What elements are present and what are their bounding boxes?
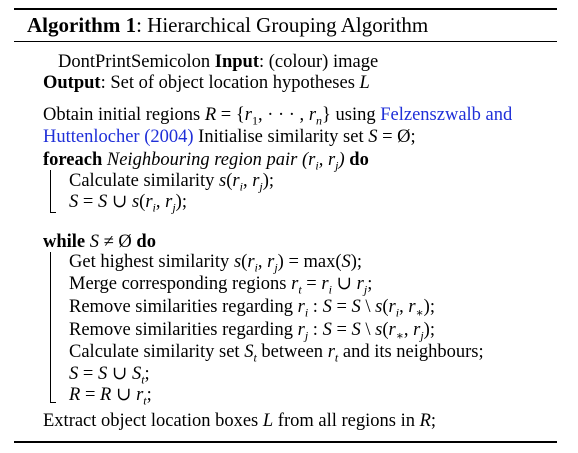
algorithm-name: : Hierarchical Grouping Algorithm xyxy=(136,13,429,37)
using-text: using xyxy=(335,105,376,125)
output-keyword: Output xyxy=(43,73,101,93)
calc-sim-line: Calculate similarity s(ri, rj); xyxy=(69,171,275,194)
s-union-st-line: S = S ∪ St; xyxy=(69,364,150,387)
dont-print-text: DontPrintSemicolon xyxy=(58,52,211,72)
input-line: DontPrintSemicolon Input: (colour) image xyxy=(58,51,378,73)
init-line: Huttenlocher (2004) Initialise similarit… xyxy=(43,127,416,147)
calc-set-line: Calculate similarity set St between rt a… xyxy=(69,342,484,365)
while-line: while S ≠ Ø do xyxy=(43,232,156,252)
foreach-block-foot xyxy=(50,212,56,213)
algorithm-title: Algorithm 1: Hierarchical Grouping Algor… xyxy=(27,14,428,36)
merge-text: Merge corresponding regions xyxy=(69,274,287,294)
obtain-line: Obtain initial regions R = {r1, · · · , … xyxy=(43,105,513,128)
algorithm-label: Algorithm 1 xyxy=(27,13,137,37)
output-text: : Set of object location hypotheses xyxy=(100,73,355,93)
init-text: Initialise similarity set xyxy=(198,127,364,147)
from-all-text: from all regions in xyxy=(277,411,415,431)
top-rule xyxy=(14,8,557,10)
get-highest-line: Get highest similarity s(ri, rj) = max(S… xyxy=(69,252,363,275)
foreach-block-bar xyxy=(50,170,51,212)
neighbours-text: and its neighbours; xyxy=(342,342,484,362)
between-text: between xyxy=(261,342,324,362)
remove-j-text: Remove similarities regarding xyxy=(69,320,293,340)
s-union-line: S = S ∪ s(ri, rj); xyxy=(69,192,187,215)
calc-set-text: Calculate similarity set xyxy=(69,342,240,362)
input-keyword: Input xyxy=(214,52,259,72)
remove-j-line: Remove similarities regarding rj : S = S… xyxy=(69,320,435,343)
extract-text: Extract object location boxes xyxy=(43,411,259,431)
get-highest-text: Get highest similarity xyxy=(69,252,230,272)
bottom-rule xyxy=(14,441,557,443)
title-rule xyxy=(14,41,557,42)
input-text: : (colour) image xyxy=(258,52,379,72)
while-keyword: while xyxy=(43,232,86,252)
while-do-keyword: do xyxy=(136,232,156,252)
obtain-text: Obtain initial regions xyxy=(43,105,201,125)
citation-link-part1[interactable]: Felzenszwalb and xyxy=(380,105,513,125)
calc-sim-text: Calculate similarity xyxy=(69,171,215,191)
citation-link-part2[interactable]: Huttenlocher (2004) xyxy=(43,127,194,147)
extract-line: Extract object location boxes L from all… xyxy=(43,411,437,431)
output-line: Output: Set of object location hypothese… xyxy=(43,73,370,93)
foreach-text: Neighbouring region pair xyxy=(106,150,298,170)
remove-i-text: Remove similarities regarding xyxy=(69,297,293,317)
merge-line: Merge corresponding regions rt = ri ∪ rj… xyxy=(69,274,373,297)
while-block-bar xyxy=(50,252,51,402)
foreach-line: foreach Neighbouring region pair (ri, rj… xyxy=(43,150,369,173)
foreach-do-keyword: do xyxy=(349,150,369,170)
remove-i-line: Remove similarities regarding ri : S = S… xyxy=(69,297,435,320)
foreach-keyword: foreach xyxy=(43,150,103,170)
while-block-foot xyxy=(50,402,56,403)
r-union-rt-line: R = R ∪ rt; xyxy=(69,385,152,408)
